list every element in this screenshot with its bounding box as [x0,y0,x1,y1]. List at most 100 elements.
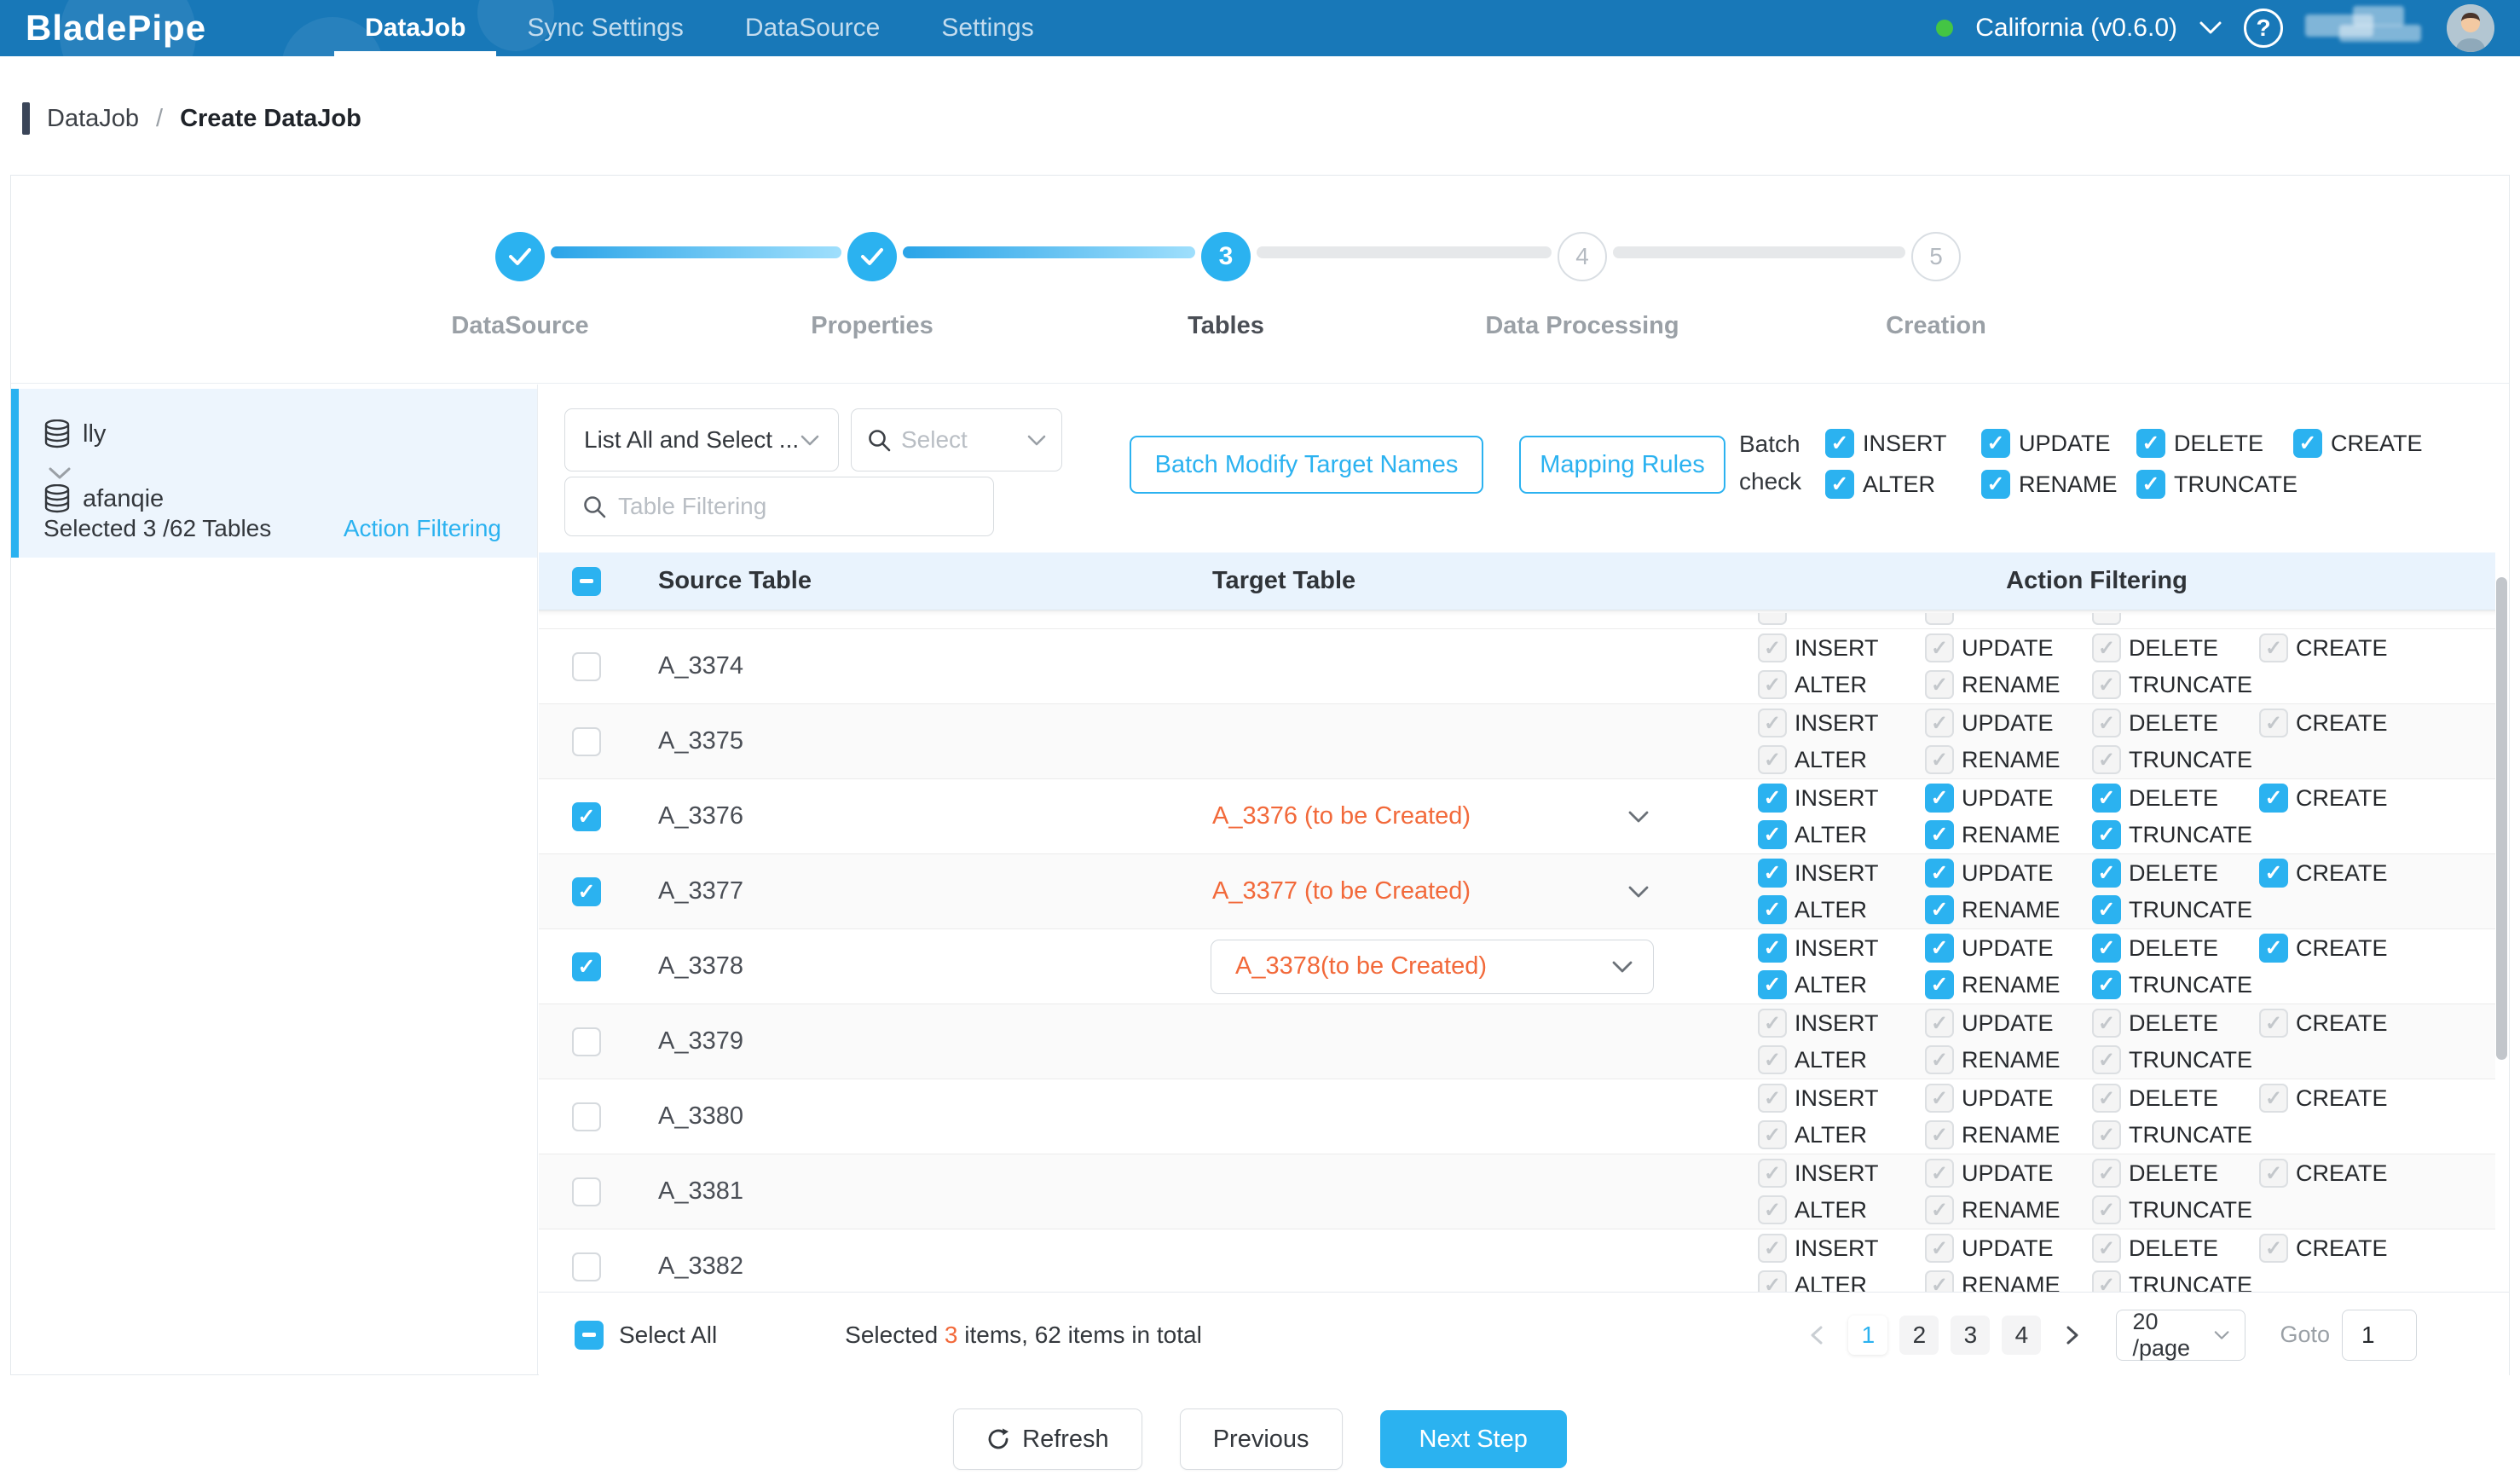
target-table-select[interactable]: A_3376 (to be Created) [1212,802,1698,830]
checkbox-truncate[interactable]: ✓ [2092,820,2121,849]
schema-pair-card[interactable]: lly afanqie Selected 3 /62 Tables Action… [11,389,537,558]
arrow-down-icon [49,467,71,480]
nav-tab-sync-settings[interactable]: Sync Settings [527,14,684,42]
target-table-select[interactable]: A_3378(to be Created) [1211,939,1654,994]
checkbox-insert[interactable]: ✓ [1758,784,1787,813]
checkbox-update[interactable]: ✓ [1925,934,1954,963]
checkbox-create[interactable]: ✓ [2293,429,2322,458]
checkbox-rename[interactable]: ✓ [1925,970,1954,999]
next-step-button[interactable]: Next Step [1379,1410,1567,1468]
checkbox-label: TRUNCATE [2174,471,2297,497]
table-filter-input[interactable]: Table Filtering [564,477,994,536]
refresh-button[interactable]: Refresh [953,1408,1142,1470]
source-table-name: A_3379 [658,1027,743,1055]
checkbox-create[interactable]: ✓ [2259,859,2288,888]
checkbox-update[interactable]: ✓ [1981,429,2010,458]
action-filtering-cell: ✓ INSERT ✓ UPDATE ✓ DELETE ✓ CREATE ✓ ALTER ✓ RENAM… [1698,784,2495,849]
checkbox-delete[interactable]: ✓ [2136,429,2165,458]
checkbox-delete[interactable]: ✓ [2092,934,2121,963]
chevron-down-icon[interactable] [2199,21,2222,35]
action-truncate: ✓ TRUNCATE [2092,1270,2259,1292]
select-all-checkbox[interactable] [575,1320,604,1350]
action-filtering-link[interactable]: Action Filtering [343,515,501,541]
table-row-a_3379: A_3379 ✓ INSERT ✓ UPDATE ✓ DELETE ✓ CREATE ✓ ALTER… [539,1004,2495,1079]
page-button-4[interactable]: 4 [2002,1315,2042,1355]
checkbox-delete: ✓ [2092,1159,2121,1188]
row-checkbox[interactable] [572,1177,601,1206]
checkbox-rename[interactable]: ✓ [1925,820,1954,849]
select-all-header-checkbox[interactable] [572,566,601,596]
checkbox-update[interactable]: ✓ [1925,859,1954,888]
row-checkbox[interactable] [572,651,601,681]
checkbox-truncate[interactable]: ✓ [2092,970,2121,999]
checkbox-insert[interactable]: ✓ [1825,429,1854,458]
checkbox-insert[interactable]: ✓ [1758,934,1787,963]
prev-page-button[interactable] [1797,1315,1837,1355]
vertical-scrollbar[interactable] [2496,577,2507,1060]
checkbox-create[interactable]: ✓ [2259,934,2288,963]
step-number: 4 [1558,232,1607,281]
action-rename: ✓ RENAME [1925,895,2092,924]
checkbox-label: INSERT [1795,934,1879,961]
source-table-name: A_3375 [658,727,743,755]
sidebar-accent-bar [11,389,19,558]
target-table-select[interactable]: A_3377 (to be Created) [1212,877,1698,905]
row-checkbox[interactable]: ✓ [572,952,601,981]
checkbox-truncate: ✓ [2092,1195,2121,1224]
nav-tab-settings[interactable]: Settings [941,14,1034,42]
table-filter-placeholder: Table Filtering [618,493,767,519]
header-checkbox-cell [539,566,634,596]
previous-button[interactable]: Previous [1179,1408,1343,1470]
nav-tab-datasource[interactable]: DataSource [744,14,881,42]
checkbox-alter[interactable]: ✓ [1758,820,1787,849]
row-checkbox[interactable]: ✓ [572,801,601,831]
row-checkbox[interactable] [572,1252,601,1281]
region-version-label[interactable]: California (v0.6.0) [1975,14,2177,42]
breadcrumb-parent[interactable]: DataJob [47,104,140,132]
checkbox-delete[interactable]: ✓ [2092,784,2121,813]
row-checkbox[interactable] [572,1102,601,1131]
checkbox-truncate[interactable]: ✓ [2092,895,2121,924]
row-checkbox[interactable] [572,726,601,756]
row-checkbox[interactable] [572,1027,601,1056]
checkbox-label: UPDATE [2019,430,2111,456]
checkbox-insert[interactable]: ✓ [1758,859,1787,888]
checkbox-label: ALTER [1795,1121,1868,1148]
checkbox-create[interactable]: ✓ [2259,784,2288,813]
action-create: ✓ CREATE [2259,1084,2426,1113]
search-select[interactable]: Select [851,408,1062,471]
action-insert: ✓ INSERT [1758,1084,1925,1113]
list-mode-select[interactable]: List All and Select ... [564,408,839,471]
help-icon[interactable]: ? [2244,9,2283,48]
checkbox-alter[interactable]: ✓ [1825,470,1854,499]
batch-check-create: ✓ CREATE [2293,429,2423,458]
action-filtering-cell: ✓ INSERT ✓ UPDATE ✓ DELETE ✓ CREATE ✓ ALTER ✓ RENAM… [1698,1084,2495,1149]
avatar[interactable] [2447,4,2494,52]
page-button-2[interactable]: 2 [1899,1315,1939,1355]
checkbox-alter[interactable]: ✓ [1758,970,1787,999]
checkbox-truncate[interactable]: ✓ [2136,470,2165,499]
column-header-action-filtering: Action Filtering [2006,567,2188,594]
checkbox-update[interactable]: ✓ [1925,784,1954,813]
checkbox-rename[interactable]: ✓ [1981,470,2010,499]
next-page-button[interactable] [2053,1315,2093,1355]
nav-tab-datajob[interactable]: DataJob [334,0,497,56]
checkbox-label: CREATE [2296,709,2388,736]
nav-tabs: DataJob Sync Settings DataSource Settings [334,0,1065,56]
page-size-select[interactable]: 20 /page [2116,1309,2246,1361]
action-delete: ✓ DELETE [2092,709,2259,738]
goto-page-input[interactable]: 1 [2342,1309,2417,1361]
checkbox-insert: ✓ [1758,1009,1787,1038]
row-checkbox[interactable]: ✓ [572,876,601,906]
checkbox-delete[interactable]: ✓ [2092,859,2121,888]
mapping-rules-button[interactable]: Mapping Rules [1519,436,1725,494]
action-truncate: ✓ TRUNCATE [2092,1195,2259,1224]
page-button-3[interactable]: 3 [1951,1315,1991,1355]
chevron-down-icon [1027,435,1046,445]
page-button-1[interactable]: 1 [1848,1315,1888,1355]
checkbox-rename[interactable]: ✓ [1925,895,1954,924]
batch-modify-target-names-button[interactable]: Batch Modify Target Names [1130,436,1483,494]
checkbox-alter[interactable]: ✓ [1758,895,1787,924]
checkbox-create: ✓ [2259,1084,2288,1113]
checkbox-insert: ✓ [1758,1159,1787,1188]
